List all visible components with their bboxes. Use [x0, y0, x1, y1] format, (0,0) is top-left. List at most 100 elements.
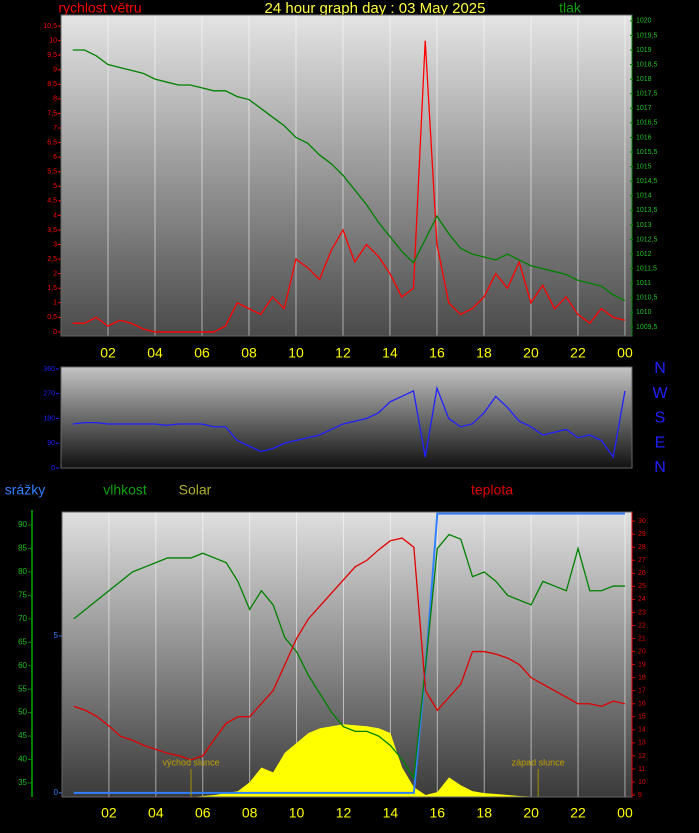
- y-tick-label: 1: [53, 300, 57, 307]
- y-tick-label: 15: [638, 714, 646, 721]
- y-tick-label: 26: [638, 570, 646, 577]
- y-tick-label: 16: [638, 701, 646, 708]
- series-line: [72, 385, 626, 459]
- y-tick-label: 10: [638, 779, 646, 786]
- y-tick-label: 10,5: [43, 23, 57, 30]
- y-tick-label: 2,5: [47, 256, 57, 263]
- y-tick-label: 1019: [636, 47, 652, 54]
- y-tick-label: 24: [638, 596, 646, 603]
- y-tick-label: 1014: [636, 193, 652, 200]
- y-tick-label: E: [655, 434, 666, 451]
- y-tick-label: 9,5: [47, 52, 57, 59]
- y-tick-label: 1013,5: [636, 207, 658, 214]
- y-tick-label: 180: [43, 415, 55, 422]
- y-tick-label: 1020: [636, 18, 652, 25]
- y-tick-label: 0: [51, 465, 55, 472]
- y-tick-label: 35: [18, 778, 27, 787]
- x-tick-label: 14: [382, 345, 398, 361]
- x-tick-label: 04: [147, 345, 163, 361]
- y-tick-label: 9: [638, 792, 642, 799]
- y-tick-label: 360: [43, 366, 55, 373]
- chart-title: 24 hour graph day : 03 May 2025: [265, 0, 486, 17]
- series-name: teplota: [471, 482, 513, 498]
- y-tick-label: 0: [53, 329, 57, 336]
- y-tick-label: 50: [18, 708, 27, 717]
- x-tick-label: 22: [570, 345, 586, 361]
- y-tick-label: 7: [53, 125, 57, 132]
- y-tick-label: 10: [49, 37, 57, 44]
- y-tick-label: W: [652, 385, 668, 402]
- x-tick-label: 08: [241, 345, 257, 361]
- series-name: vlhkost: [103, 482, 147, 498]
- x-tick-label: 20: [523, 805, 539, 821]
- y-tick-label: 28: [638, 544, 646, 551]
- plot-frame: [60, 366, 633, 469]
- y-tick-label: 2: [53, 271, 57, 278]
- y-tick-label: 60: [18, 661, 27, 670]
- y-tick-label: 14: [638, 727, 646, 734]
- y-tick-label: 1017,5: [636, 91, 658, 98]
- series-name: rychlost větru: [58, 0, 141, 16]
- y-tick-label: 4: [53, 212, 57, 219]
- x-tick-label: 14: [383, 805, 399, 821]
- y-tick-label: 19: [638, 661, 646, 668]
- y-tick-label: 1,5: [47, 285, 57, 292]
- y-tick-label: 1019,5: [636, 32, 658, 39]
- y-tick-label: 30: [638, 518, 646, 525]
- y-tick-label: N: [654, 459, 666, 476]
- x-tick-label: 16: [429, 345, 445, 361]
- annotation: západ slunce: [512, 757, 565, 767]
- x-tick-label: 06: [195, 805, 211, 821]
- y-tick-label: 20: [638, 648, 646, 655]
- y-tick-label: 25: [638, 583, 646, 590]
- y-tick-label: 1012,5: [636, 236, 658, 243]
- x-tick-label: 20: [523, 345, 539, 361]
- x-tick-label: 02: [100, 345, 116, 361]
- y-tick-label: 23: [638, 609, 646, 616]
- y-tick-label: 3: [53, 241, 57, 248]
- y-tick-label: 1011: [636, 280, 651, 287]
- y-tick-label: 18: [638, 674, 646, 681]
- y-tick-label: 1011,5: [636, 265, 657, 272]
- y-tick-label: 1014,5: [636, 178, 658, 185]
- y-tick-label: 6: [53, 154, 57, 161]
- y-tick-label: 1013: [636, 222, 652, 229]
- y-tick-label: 270: [43, 391, 55, 398]
- plot-area: [61, 15, 632, 336]
- y-tick-label: 9: [53, 67, 57, 74]
- y-tick-label: 5: [53, 183, 57, 190]
- x-tick-label: 18: [476, 345, 492, 361]
- series-line: [73, 537, 626, 761]
- solar-area: [73, 724, 625, 797]
- y-tick-label: 1012: [636, 251, 652, 258]
- x-tick-label: 22: [570, 805, 586, 821]
- y-tick-label: 1015: [636, 163, 652, 170]
- y-tick-label: 0,5: [47, 314, 57, 321]
- y-tick-label: 27: [638, 557, 646, 564]
- y-tick-label: 5: [54, 631, 59, 640]
- y-tick-label: 11: [638, 766, 645, 773]
- y-tick-label: 8: [53, 96, 57, 103]
- y-tick-label: 0: [54, 788, 59, 797]
- y-tick-label: 80: [18, 567, 27, 576]
- y-tick-label: 40: [18, 755, 27, 764]
- x-tick-label: 10: [288, 345, 304, 361]
- y-tick-label: 70: [18, 614, 27, 623]
- plot-area: [61, 367, 632, 468]
- x-tick-label: 00: [617, 805, 633, 821]
- y-tick-label: 3,5: [47, 227, 57, 234]
- x-tick-label: 12: [336, 805, 352, 821]
- y-tick-label: S: [655, 410, 666, 427]
- y-tick-label: 1015,5: [636, 149, 658, 156]
- y-tick-label: 5,5: [47, 169, 57, 176]
- y-tick-label: 8,5: [47, 81, 57, 88]
- x-tick-label: 06: [194, 345, 210, 361]
- y-tick-label: 1018: [636, 76, 652, 83]
- series-line: [72, 40, 626, 333]
- y-tick-label: 12: [638, 753, 646, 760]
- y-tick-label: 1017: [636, 105, 652, 112]
- series-line: [72, 49, 626, 302]
- x-tick-label: 10: [289, 805, 305, 821]
- x-tick-label: 18: [476, 805, 492, 821]
